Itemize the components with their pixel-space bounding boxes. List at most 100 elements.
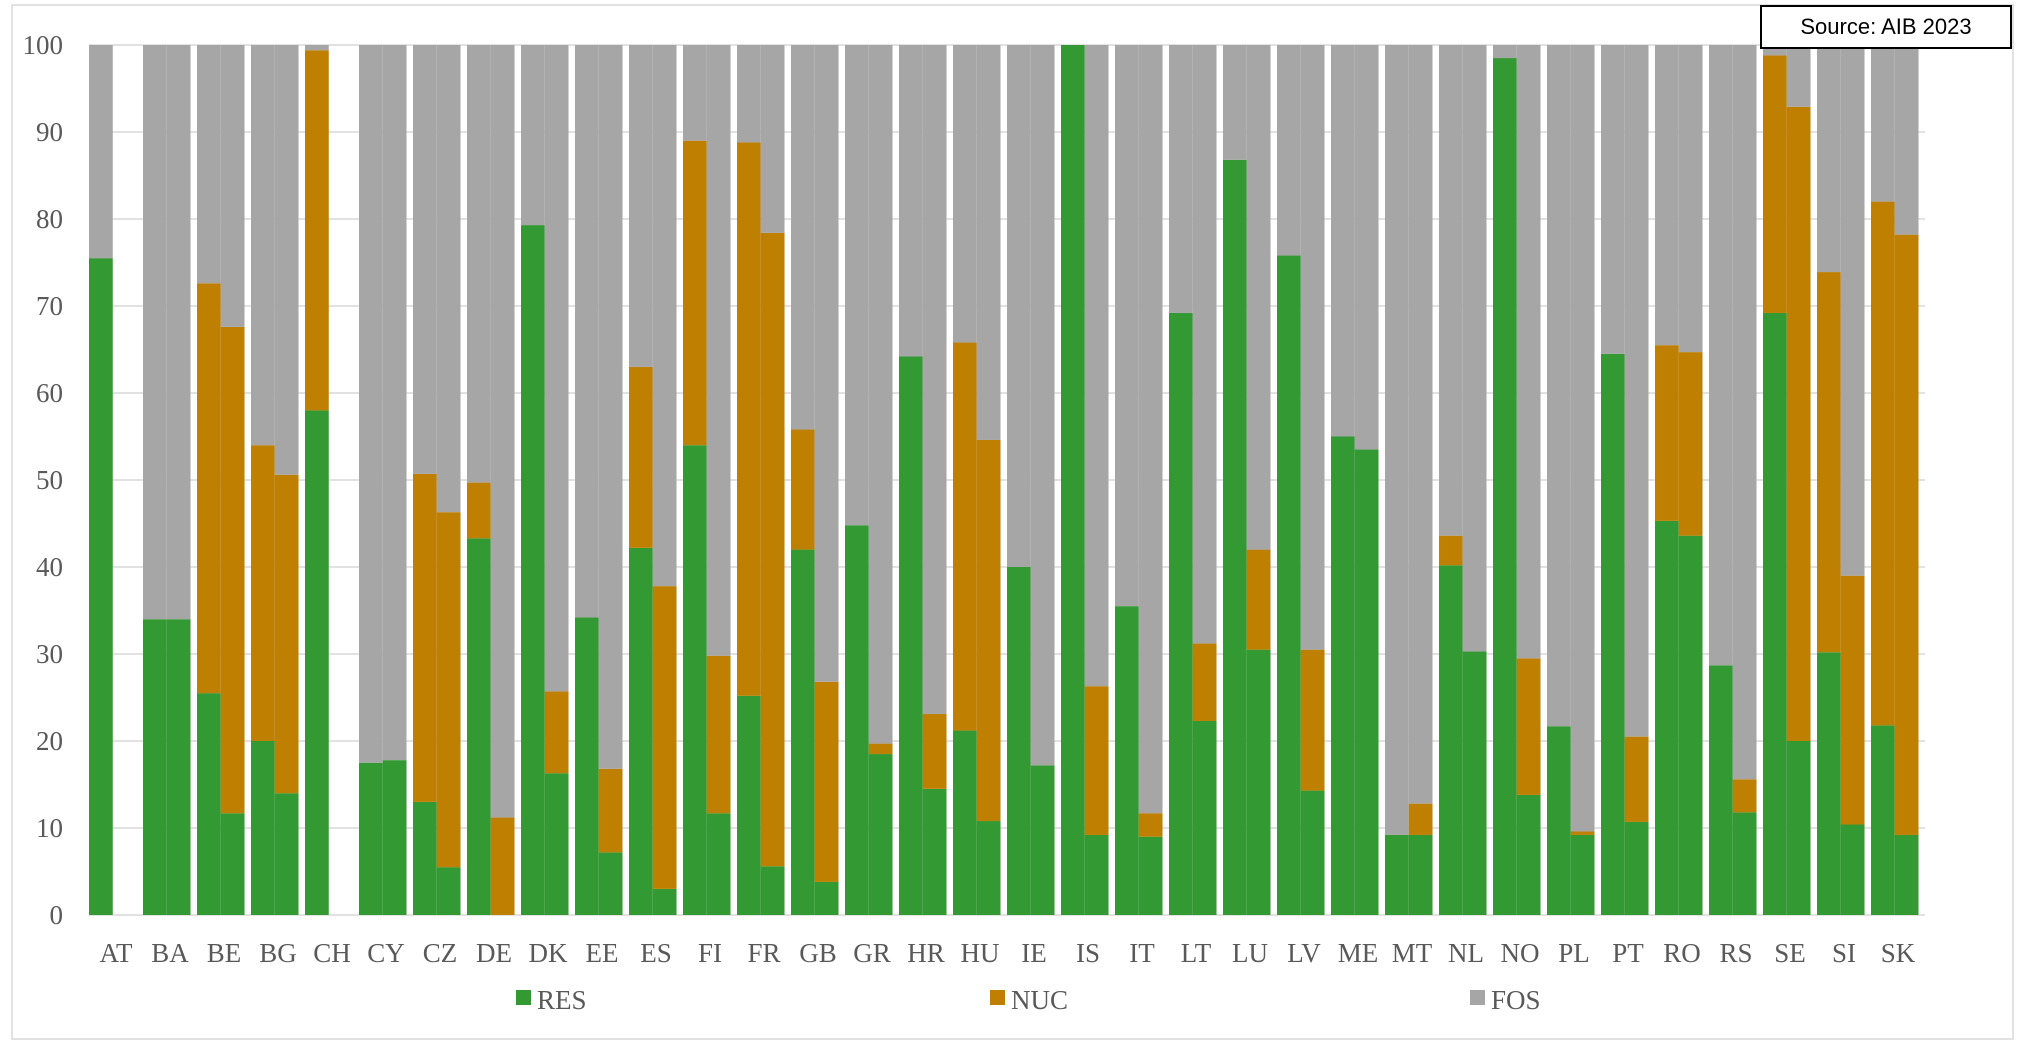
- bar-fos-bg-2: [274, 45, 299, 475]
- bar-res-it-1: [1115, 606, 1139, 915]
- bar-fos-cz-2: [436, 45, 461, 513]
- bar-res-cz-2: [436, 867, 461, 915]
- x-tick-label-es: ES: [640, 938, 672, 968]
- bar-nuc-it-2: [1138, 813, 1163, 837]
- bar-nuc-ro-1: [1655, 345, 1679, 521]
- x-tick-label-at: AT: [100, 938, 134, 968]
- bar-fos-no-2: [1516, 45, 1541, 659]
- bar-res-de-1: [467, 538, 491, 915]
- bar-res-it-2: [1138, 836, 1163, 915]
- bar-nuc-hr-2: [922, 714, 947, 789]
- bar-res-cy-1: [359, 762, 383, 915]
- bar-res-pl-1: [1547, 726, 1571, 915]
- bar-nuc-lt-2: [1192, 643, 1217, 721]
- bar-fos-mt-2: [1408, 45, 1433, 804]
- y-tick-label: 100: [23, 30, 64, 60]
- bar-fos-cy-2: [382, 45, 407, 761]
- bar-fos-no-1: [1493, 45, 1517, 59]
- bar-nuc-de-2: [490, 817, 515, 915]
- bar-res-no-2: [1516, 794, 1541, 915]
- x-tick-label-lu: LU: [1232, 938, 1268, 968]
- bar-nuc-bg-1: [251, 445, 275, 741]
- x-tick-label-dk: DK: [529, 938, 568, 968]
- x-tick-label-pt: PT: [1612, 938, 1644, 968]
- y-tick-label: 10: [36, 813, 63, 843]
- bar-fos-hu-1: [953, 45, 977, 343]
- bar-res-ee-1: [575, 617, 599, 915]
- bar-fos-ba-1: [143, 45, 167, 620]
- x-tick-label-ch: CH: [313, 938, 351, 968]
- bar-fos-cy-1: [359, 45, 383, 763]
- bar-res-lv-2: [1300, 790, 1325, 915]
- x-tick-label-bg: BG: [259, 938, 297, 968]
- bar-nuc-si-2: [1840, 575, 1865, 825]
- bar-res-fr-2: [760, 866, 785, 915]
- bar-fos-ro-1: [1655, 45, 1679, 346]
- bar-fos-de-1: [467, 45, 491, 483]
- bar-nuc-cz-1: [413, 473, 437, 802]
- bar-fos-gr-1: [845, 45, 869, 526]
- bar-fos-cz-1: [413, 45, 437, 474]
- legend-swatch-nuc: [990, 990, 1005, 1005]
- x-tick-label-rs: RS: [1719, 938, 1752, 968]
- bar-res-cz-1: [413, 801, 437, 915]
- x-tick-label-lt: LT: [1181, 938, 1212, 968]
- bar-fos-ie-1: [1007, 45, 1031, 567]
- bar-fos-me-2: [1354, 45, 1379, 450]
- bar-fos-be-2: [220, 45, 245, 327]
- y-tick-label: 40: [36, 552, 63, 582]
- bar-nuc-gr-2: [868, 743, 893, 755]
- x-tick-label-ro: RO: [1663, 938, 1701, 968]
- x-axis-tick-labels: AT BA BE BG CH CY CZ DE DK EE ES FI FR GB GR HR HU IE IS IT…: [100, 938, 1916, 968]
- x-tick-label-ee: EE: [586, 938, 619, 968]
- bar-fos-pl-1: [1547, 45, 1571, 727]
- x-tick-label-ba: BA: [151, 938, 189, 968]
- bar-res-is-1: [1061, 45, 1085, 915]
- bar-fos-lu-1: [1223, 45, 1247, 160]
- bar-fos-es-2: [652, 45, 677, 587]
- bar-res-gr-2: [868, 754, 893, 915]
- x-tick-label-hr: HR: [907, 938, 945, 968]
- bar-nuc-se-2: [1786, 106, 1811, 741]
- bar-fos-gb-2: [814, 45, 839, 682]
- bar-fos-hu-2: [976, 45, 1001, 440]
- bar-nuc-gb-1: [791, 429, 815, 550]
- bar-res-dk-2: [544, 773, 569, 915]
- bar-fos-ie-2: [1030, 45, 1055, 766]
- bar-nuc-lv-2: [1300, 649, 1325, 791]
- bar-res-ie-2: [1030, 765, 1055, 915]
- bar-nuc-fr-1: [737, 142, 761, 696]
- legend-swatch-res: [516, 990, 531, 1005]
- x-tick-label-hu: HU: [961, 938, 1000, 968]
- bar-nuc-mt-2: [1408, 803, 1433, 835]
- x-tick-label-be: BE: [207, 938, 242, 968]
- bar-res-hr-1: [899, 356, 923, 916]
- bar-nuc-gb-2: [814, 681, 839, 882]
- bar-fos-se-1: [1763, 45, 1787, 56]
- bar-fos-fr-2: [760, 45, 785, 233]
- y-tick-label: 60: [36, 378, 63, 408]
- y-tick-label: 20: [36, 726, 63, 756]
- bar-res-bg-2: [274, 793, 299, 915]
- bar-fos-se-2: [1786, 45, 1811, 107]
- bar-nuc-si-1: [1817, 272, 1841, 653]
- bar-fos-hr-2: [922, 45, 947, 715]
- bar-nuc-ee-2: [598, 768, 623, 853]
- x-tick-label-nl: NL: [1448, 938, 1484, 968]
- bar-res-ba-2: [166, 619, 191, 915]
- bar-fos-fr-1: [737, 45, 761, 143]
- bar-res-be-2: [220, 813, 245, 915]
- bar-res-fi-1: [683, 445, 707, 915]
- bar-fos-bg-1: [251, 45, 275, 446]
- bar-res-fi-2: [706, 813, 731, 915]
- bar-res-be-1: [197, 693, 221, 915]
- legend-label-fos: FOS: [1491, 985, 1541, 1015]
- bar-fos-nl-1: [1439, 45, 1463, 536]
- bar-nuc-fr-2: [760, 232, 785, 867]
- bar-res-ee-2: [598, 852, 623, 915]
- bar-fos-nl-2: [1462, 45, 1487, 652]
- x-tick-label-cy: CY: [367, 938, 405, 968]
- bar-nuc-es-1: [629, 366, 653, 548]
- bar-res-at-1: [89, 258, 113, 915]
- x-tick-label-lv: LV: [1287, 938, 1321, 968]
